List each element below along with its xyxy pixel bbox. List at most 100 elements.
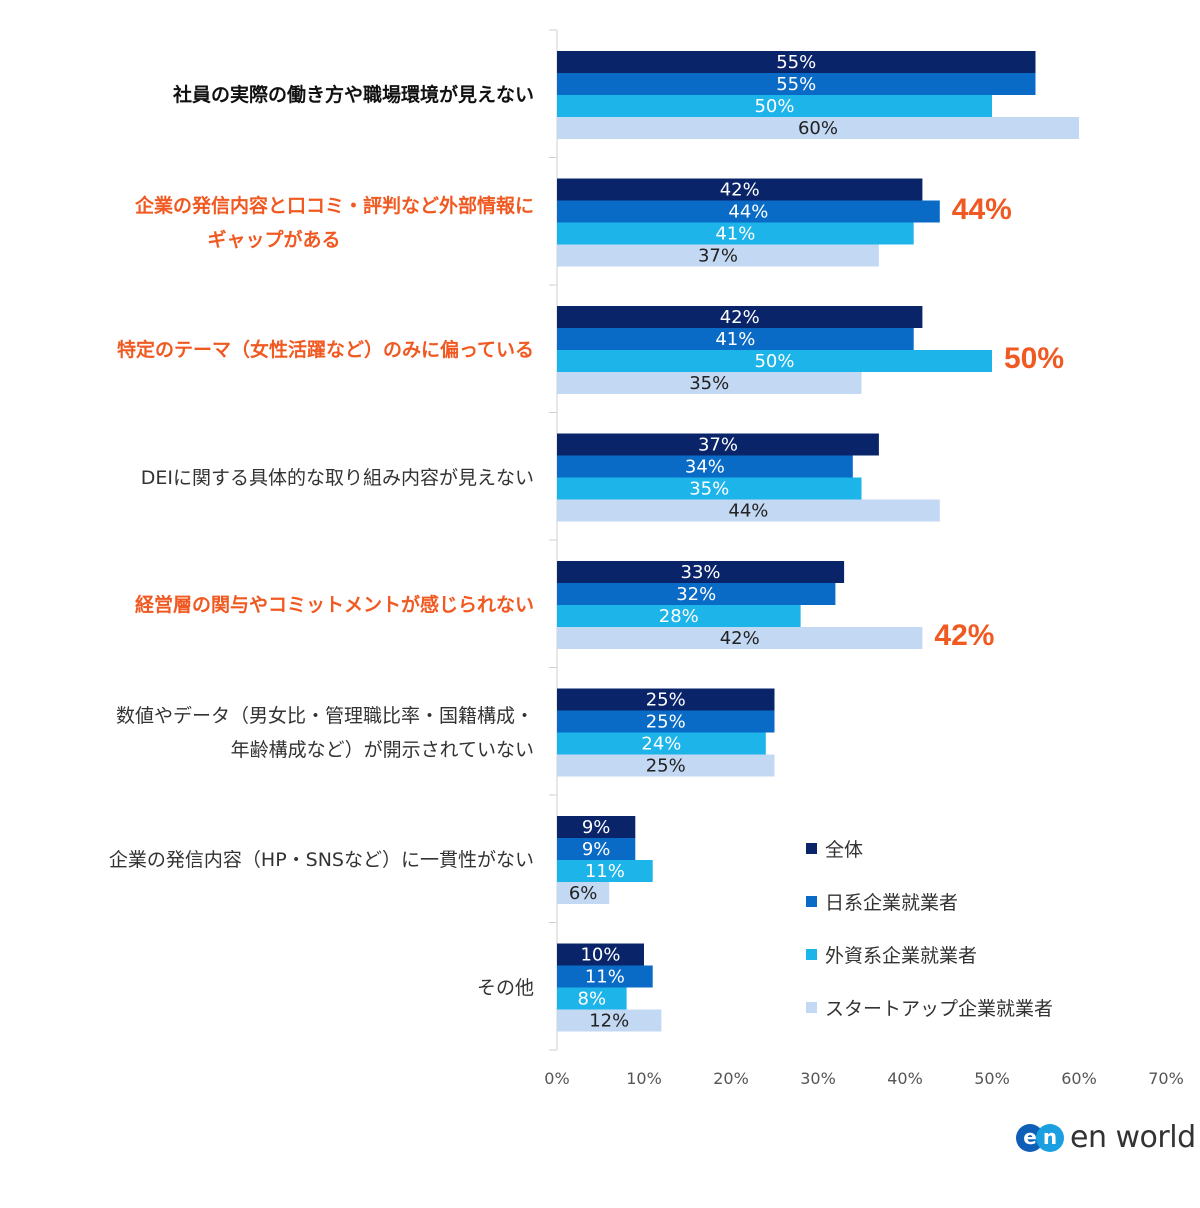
bar — [557, 688, 775, 711]
bar — [557, 51, 1036, 73]
category-label-line: 特定のテーマ（女性活躍など）のみに偏っている — [116, 339, 534, 361]
bar-value-label: 55% — [776, 74, 816, 95]
category-label-line: 企業の発信内容（HP・SNSなど）に一貫性がない — [108, 849, 534, 871]
legend-item: スタートアップ企業就業者 — [806, 981, 1053, 1034]
legend-item: 日系企業就業者 — [806, 875, 1053, 928]
bar — [557, 350, 992, 372]
bar-value-label: 44% — [728, 202, 768, 223]
bar — [557, 943, 644, 966]
bar — [557, 838, 636, 860]
category-label-line: 年齢構成など）が開示されていない — [230, 738, 534, 761]
category-label: 特定のテーマ（女性活躍など）のみに偏っている — [14, 333, 534, 367]
bar — [557, 178, 923, 201]
bar — [557, 200, 940, 223]
bar — [557, 627, 923, 649]
x-tick-label: 40% — [887, 1069, 923, 1088]
logo-mark-left: e — [1023, 1124, 1037, 1149]
bar — [557, 222, 914, 245]
category-label-line: 社員の実際の働き方や職場環境が見えない — [172, 84, 534, 106]
bar-value-label: 44% — [728, 501, 768, 522]
category-label-line: その他 — [476, 976, 534, 999]
category-label: 社員の実際の働き方や職場環境が見えない — [14, 78, 534, 112]
legend-item: 全体 — [806, 822, 1053, 875]
legend-label: 日系企業就業者 — [825, 892, 959, 914]
bar-value-label: 28% — [659, 606, 699, 627]
bar — [557, 95, 992, 117]
bar — [557, 244, 879, 267]
legend-swatch — [806, 1002, 817, 1013]
bar-value-label: 42% — [720, 307, 760, 328]
bar — [557, 965, 653, 988]
bar-value-label: 32% — [676, 584, 716, 605]
bar-value-label: 25% — [646, 712, 686, 733]
bar-value-label: 50% — [754, 96, 794, 117]
legend-label: 全体 — [825, 839, 864, 861]
bar — [557, 732, 766, 755]
x-tick-label: 60% — [1061, 1069, 1097, 1088]
bar-value-label: 11% — [585, 861, 625, 882]
legend: 全体日系企業就業者 外資系企業就業者スタートアップ企業就業者 — [806, 822, 1053, 1034]
callout-value: 44% — [951, 192, 1012, 226]
bar-value-label: 50% — [754, 351, 794, 372]
bar-value-label: 55% — [776, 52, 816, 73]
legend-label: スタートアップ企業就業者 — [825, 998, 1054, 1020]
category-label: DEIに関する具体的な取り組み内容が見えない — [14, 461, 534, 495]
x-tick-label: 50% — [974, 1069, 1010, 1088]
bar — [557, 306, 923, 328]
legend-label: 外資系企業就業者 — [825, 945, 978, 967]
x-tick-label: 70% — [1148, 1069, 1184, 1088]
bar-value-label: 12% — [589, 1011, 629, 1032]
logo-mark-right: n — [1042, 1124, 1058, 1149]
category-label-line: DEIに関する具体的な取り組み内容が見えない — [140, 466, 534, 489]
bar — [557, 433, 879, 456]
bar-value-label: 11% — [585, 967, 625, 988]
category-label-line: 数値やデータ（男女比・管理職比率・国籍構成・ — [115, 704, 534, 727]
legend-item: 外資系企業就業者 — [806, 928, 1053, 981]
callout-value: 42% — [934, 619, 995, 652]
x-tick-label: 0% — [544, 1069, 569, 1088]
legend-swatch — [806, 843, 817, 854]
bar-value-label: 35% — [689, 479, 729, 500]
category-label-line: ギャップがある — [207, 228, 341, 251]
bar — [557, 882, 610, 904]
category-label: その他 — [14, 971, 534, 1005]
bar-value-label: 9% — [582, 839, 611, 860]
bar-value-label: 9% — [582, 817, 611, 838]
x-tick-label: 10% — [626, 1069, 662, 1088]
bar-value-label: 10% — [580, 945, 620, 966]
category-label: 企業の発信内容（HP・SNSなど）に一貫性がない — [14, 843, 534, 877]
bar-value-label: 41% — [715, 224, 755, 245]
x-tick-label: 30% — [800, 1069, 836, 1088]
x-tick-label: 20% — [713, 1069, 749, 1088]
category-label: 経営層の関与やコミットメントが感じられない — [14, 588, 534, 622]
bar-value-label: 37% — [698, 246, 738, 267]
bar — [557, 816, 636, 838]
bar-value-label: 8% — [578, 989, 607, 1010]
bar — [557, 73, 1036, 95]
bar-value-label: 60% — [798, 118, 838, 139]
bar — [557, 455, 853, 478]
bar — [557, 477, 862, 500]
bar-value-label: 34% — [685, 457, 725, 478]
bar — [557, 710, 775, 733]
bar — [557, 605, 801, 627]
callout-value: 50% — [1004, 342, 1065, 375]
logo-text: en world — [1070, 1120, 1196, 1155]
bar-value-label: 33% — [681, 562, 721, 583]
bar — [557, 754, 775, 777]
category-label: 数値やデータ（男女比・管理職比率・国籍構成・年齢構成など）が開示されていない — [14, 699, 534, 767]
bar-value-label: 42% — [720, 180, 760, 201]
category-label: 企業の発信内容と口コミ・評判など外部情報にギャップがある — [14, 189, 534, 257]
bar — [557, 1009, 662, 1032]
bar-value-label: 42% — [720, 628, 760, 649]
bar — [557, 987, 627, 1010]
bar — [557, 583, 836, 605]
legend-swatch — [806, 949, 817, 960]
category-label-line: 企業の発信内容と口コミ・評判など外部情報に — [134, 194, 534, 217]
bar-value-label: 25% — [646, 756, 686, 777]
bar — [557, 372, 862, 394]
bar — [557, 860, 653, 882]
bar-value-label: 37% — [698, 435, 738, 456]
bar-value-label: 25% — [646, 690, 686, 711]
